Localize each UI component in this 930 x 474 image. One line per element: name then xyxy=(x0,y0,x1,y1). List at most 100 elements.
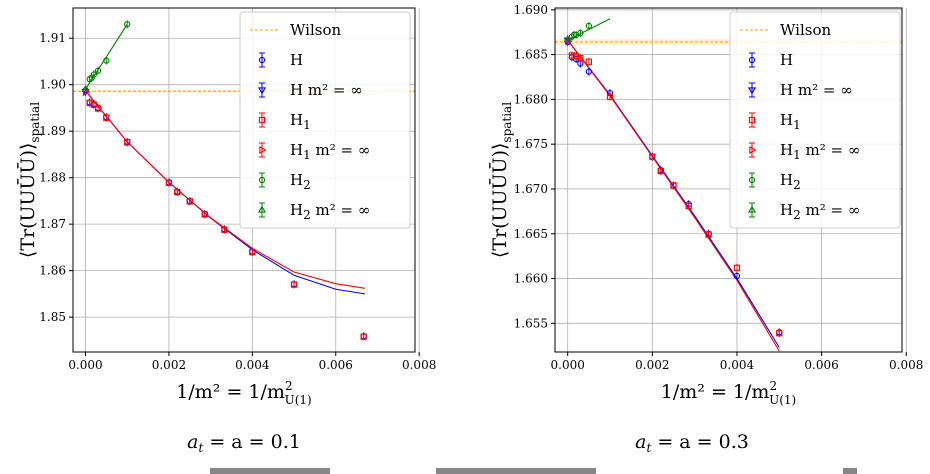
series-H1 xyxy=(86,98,367,341)
legend-marker xyxy=(748,116,756,124)
clipped-bottom-text xyxy=(210,468,857,474)
data-point xyxy=(705,231,712,238)
series-H2inf xyxy=(81,84,90,94)
data-point xyxy=(81,84,90,93)
fit-curve xyxy=(85,90,366,289)
y-tick-label: 1.675 xyxy=(514,137,548,151)
legend-label: H m² = ∞ xyxy=(780,81,853,99)
legend-label: H1 m² = ∞ xyxy=(780,141,860,162)
legend: Wilson H H m² = ∞ H1 H1 m² = ∞ H2 H2 m² = ∞ xyxy=(729,11,901,229)
legend-marker xyxy=(257,87,267,95)
x-tick-label: 0.002 xyxy=(152,358,186,372)
legend-box xyxy=(729,11,901,229)
legend-entry-H: H xyxy=(748,51,793,69)
legend-entry-H1: H1 xyxy=(748,111,801,132)
y-tick-label: 1.85 xyxy=(39,310,66,324)
y-axis-label: ⟨Tr(UUŪŪ)⟩spatial xyxy=(16,102,42,258)
legend-marker xyxy=(748,56,756,64)
legend-label: H1 xyxy=(290,111,311,132)
y-axis-label: ⟨Tr(UUŪŪ)⟩spatial xyxy=(488,102,514,258)
data-point xyxy=(606,93,614,100)
y-tick-label: 1.89 xyxy=(39,124,66,138)
legend-label: H xyxy=(780,51,793,69)
legend-entry-wilson: Wilson xyxy=(740,21,831,39)
y-tick-label: 1.87 xyxy=(39,217,66,231)
legend-entry-H2inf: H2 m² = ∞ xyxy=(257,201,370,222)
caption-text: at = a = 0.1 xyxy=(187,431,301,455)
x-axis-label: 1/m² = 1/m2 U(1) xyxy=(176,379,311,407)
data-point xyxy=(186,198,193,205)
caption-text: at = a = 0.3 xyxy=(635,431,749,455)
legend-entry-H1inf: H1 m² = ∞ xyxy=(259,141,370,162)
y-tick-label: 1.660 xyxy=(514,272,548,286)
x-tick-label: 0.008 xyxy=(889,358,923,372)
legend-entry-H2inf: H2 m² = ∞ xyxy=(747,201,860,222)
data-point xyxy=(221,226,228,233)
data-point xyxy=(733,264,741,271)
legend-entry-Hinf: H m² = ∞ xyxy=(747,81,853,99)
x-axis-label: 1/m² = 1/m2 U(1) xyxy=(661,379,796,407)
y-tick-label: 1.685 xyxy=(514,48,548,62)
chart-panel-right: 0.000 0.002 0.004 0.006 0.008 1.655 1.660 1.665… xyxy=(488,3,923,407)
data-point xyxy=(776,330,783,337)
data-point xyxy=(568,52,576,59)
y-tick-label: 1.90 xyxy=(39,78,66,92)
data-point xyxy=(685,202,692,210)
y-tick-label: 1.86 xyxy=(39,264,66,278)
legend-entry-Hinf: H m² = ∞ xyxy=(257,81,363,99)
axes-frame xyxy=(554,7,903,353)
legend-marker xyxy=(258,116,266,124)
legend-label: H2 m² = ∞ xyxy=(290,201,370,222)
data-point xyxy=(573,53,580,60)
series-H1 xyxy=(568,51,783,338)
data-point xyxy=(174,188,181,196)
caption-right: at = a = 0.3 xyxy=(635,431,749,455)
data-point xyxy=(585,58,593,65)
y-tick-label: 1.690 xyxy=(514,3,548,17)
data-point xyxy=(649,153,656,160)
axes-frame xyxy=(72,7,416,353)
data-point xyxy=(585,68,593,75)
legend-entry-H1inf: H1 m² = ∞ xyxy=(749,141,860,162)
legend-marker xyxy=(257,205,267,213)
legend-label: Wilson xyxy=(290,21,341,39)
y-tick-label: 1.670 xyxy=(514,182,548,196)
data-point xyxy=(360,333,367,340)
legend-marker xyxy=(258,176,266,184)
legend-marker xyxy=(747,205,757,213)
legend-marker xyxy=(749,145,757,155)
data-point xyxy=(570,31,578,39)
x-tick-label: 0.002 xyxy=(635,358,669,372)
data-point xyxy=(82,88,91,97)
series-H2 xyxy=(568,21,593,41)
series-H2inf xyxy=(563,34,572,44)
data-point xyxy=(90,71,98,78)
x-tick-label: 0.004 xyxy=(235,358,270,372)
legend-entry-H2: H2 xyxy=(748,171,801,192)
legend-marker xyxy=(747,87,757,95)
data-point xyxy=(165,179,173,186)
data-point xyxy=(585,22,593,30)
data-point xyxy=(94,67,102,74)
data-point xyxy=(94,105,102,112)
x-tick-label: 0.000 xyxy=(68,358,102,372)
legend-label: H2 xyxy=(780,171,801,192)
x-tick-label: 0.000 xyxy=(551,358,585,372)
data-point xyxy=(103,114,110,121)
data-point xyxy=(124,21,131,28)
legend-marker xyxy=(258,56,266,64)
x-tick-label: 0.008 xyxy=(402,358,436,372)
legend-entry-H1: H1 xyxy=(258,111,311,132)
data-point xyxy=(103,57,110,64)
legend-label: H xyxy=(290,51,303,69)
data-point xyxy=(577,29,584,37)
data-point xyxy=(90,101,98,108)
y-tick-label: 1.655 xyxy=(514,316,548,330)
wilson-band xyxy=(555,39,902,45)
legend-label: H1 xyxy=(780,111,801,132)
legend-entry-wilson: Wilson xyxy=(250,21,341,39)
data-point xyxy=(86,99,93,106)
legend-label: H m² = ∞ xyxy=(290,81,363,99)
x-tick-label: 0.006 xyxy=(804,358,838,372)
legend-entry-H: H xyxy=(258,51,303,69)
